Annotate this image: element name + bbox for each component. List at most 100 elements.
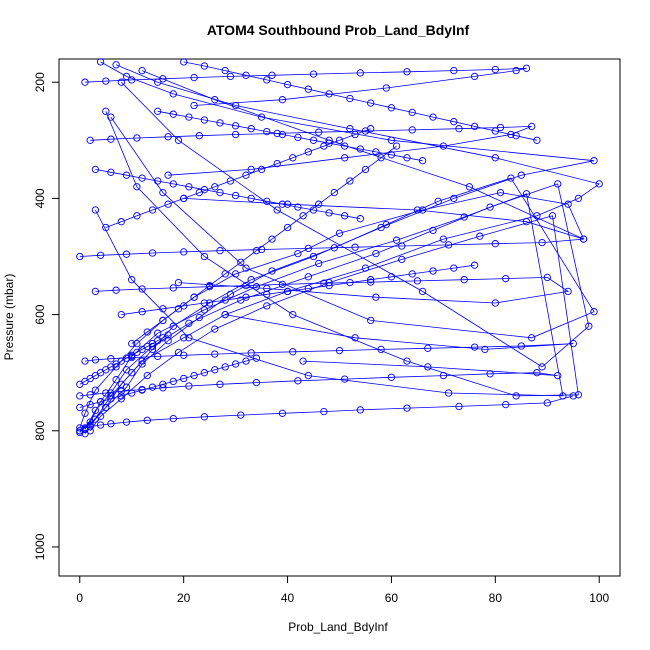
data-point bbox=[231, 101, 240, 110]
data-point bbox=[356, 145, 364, 153]
data-point bbox=[231, 360, 240, 368]
data-point bbox=[81, 78, 89, 86]
data-point bbox=[398, 255, 406, 264]
data-point bbox=[289, 310, 297, 319]
data-point bbox=[128, 389, 136, 397]
data-point bbox=[465, 183, 474, 191]
data-point bbox=[242, 171, 250, 179]
data-point bbox=[341, 154, 349, 162]
data-point bbox=[247, 165, 255, 174]
data-point bbox=[128, 339, 136, 348]
x-tick-label: 80 bbox=[489, 591, 503, 605]
data-point bbox=[102, 77, 110, 85]
data-point bbox=[387, 104, 396, 112]
data-point bbox=[86, 391, 94, 399]
data-point bbox=[107, 135, 115, 143]
data-point bbox=[185, 183, 193, 191]
series-line bbox=[79, 193, 564, 433]
data-point bbox=[86, 418, 94, 426]
data-point bbox=[429, 267, 437, 275]
data-point bbox=[148, 383, 157, 391]
data-point bbox=[418, 287, 427, 296]
data-point bbox=[543, 399, 551, 407]
data-point bbox=[533, 369, 541, 377]
data-point bbox=[491, 240, 499, 248]
series-line bbox=[79, 70, 585, 429]
data-point bbox=[304, 244, 312, 253]
data-point bbox=[190, 293, 198, 301]
data-point bbox=[268, 71, 276, 79]
data-point bbox=[439, 235, 448, 243]
data-point bbox=[476, 232, 484, 240]
data-point bbox=[242, 264, 250, 272]
data-point bbox=[304, 371, 312, 380]
data-point bbox=[325, 209, 333, 217]
data-point bbox=[107, 395, 115, 403]
data-point bbox=[434, 197, 442, 205]
data-point bbox=[143, 416, 151, 424]
data-point bbox=[304, 85, 312, 93]
data-point bbox=[226, 72, 235, 81]
data-point bbox=[263, 197, 271, 205]
data-point bbox=[81, 409, 89, 417]
x-tick-label: 100 bbox=[589, 591, 609, 605]
data-point bbox=[107, 168, 115, 176]
data-point bbox=[143, 328, 151, 336]
data-point bbox=[351, 130, 359, 139]
data-point bbox=[148, 206, 157, 214]
data-point bbox=[247, 194, 255, 203]
data-point bbox=[91, 356, 100, 364]
series-line bbox=[79, 357, 257, 408]
data-point bbox=[154, 352, 162, 361]
data-point bbox=[387, 373, 396, 381]
data-point bbox=[180, 248, 188, 256]
data-point bbox=[351, 334, 359, 342]
data-point bbox=[102, 389, 110, 397]
data-point bbox=[491, 127, 499, 135]
data-point bbox=[356, 69, 364, 77]
data-point bbox=[429, 113, 437, 121]
data-point bbox=[450, 194, 458, 203]
data-point bbox=[387, 151, 396, 159]
data-point bbox=[102, 107, 110, 115]
data-point bbox=[528, 334, 536, 342]
data-point bbox=[496, 188, 505, 197]
data-point bbox=[200, 62, 209, 70]
data-point bbox=[263, 76, 271, 84]
data-point bbox=[289, 154, 297, 162]
data-point bbox=[117, 78, 125, 86]
data-point bbox=[231, 130, 240, 139]
data-point bbox=[460, 276, 468, 284]
data-point bbox=[330, 188, 338, 197]
data-point bbox=[216, 119, 224, 127]
series-line bbox=[84, 116, 595, 430]
series-line bbox=[84, 64, 601, 434]
data-point bbox=[122, 171, 131, 179]
data-point bbox=[169, 180, 177, 188]
data-point bbox=[408, 126, 416, 134]
data-point bbox=[268, 235, 276, 243]
data-point bbox=[96, 398, 105, 406]
data-point bbox=[102, 403, 110, 412]
data-point bbox=[335, 136, 344, 144]
data-point bbox=[102, 223, 110, 232]
x-axis-label: Prob_Land_BdyInf bbox=[288, 620, 388, 634]
data-point bbox=[200, 252, 209, 261]
data-point bbox=[424, 363, 432, 371]
data-point bbox=[169, 414, 177, 423]
data-point bbox=[304, 273, 312, 281]
data-point bbox=[117, 310, 125, 319]
data-point bbox=[491, 299, 499, 307]
data-point bbox=[247, 125, 255, 133]
data-point bbox=[221, 270, 229, 278]
data-point bbox=[429, 226, 437, 235]
data-point bbox=[486, 203, 494, 211]
data-point bbox=[154, 329, 162, 337]
data-point bbox=[491, 65, 499, 74]
y-tick-label: 800 bbox=[33, 420, 47, 440]
data-point bbox=[169, 284, 177, 292]
data-point bbox=[138, 174, 146, 182]
data-point bbox=[408, 108, 416, 117]
data-point bbox=[533, 136, 541, 144]
